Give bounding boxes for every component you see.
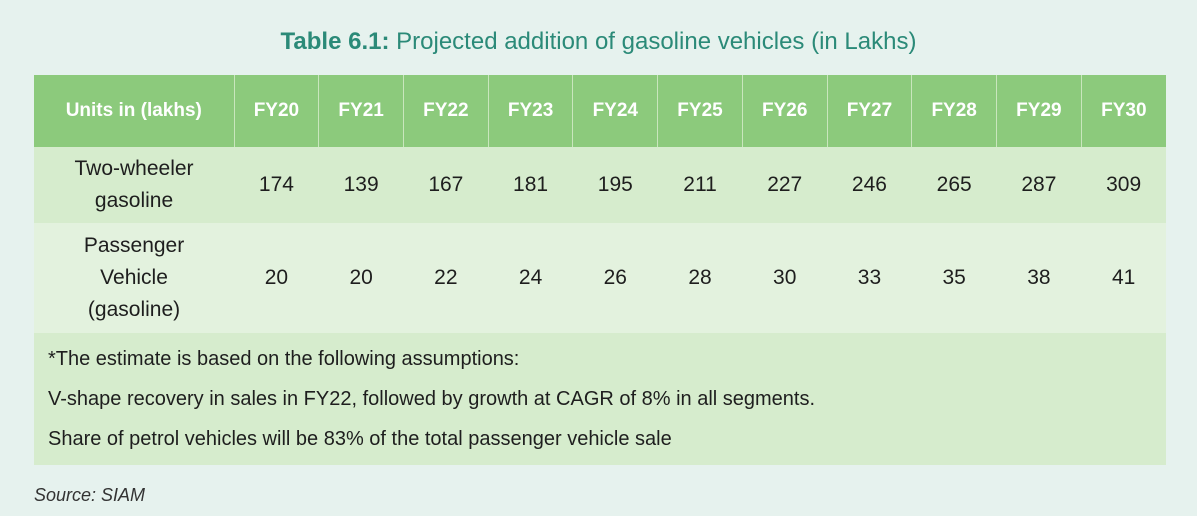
table-cell: 309 bbox=[1106, 173, 1142, 196]
header-cell: FY20 bbox=[234, 75, 320, 147]
table-cell: 227 bbox=[767, 173, 803, 196]
table-cell: 195 bbox=[597, 173, 633, 196]
header-cell: FY30 bbox=[1081, 75, 1166, 147]
table-cell: 174 bbox=[258, 173, 294, 196]
row-label-line: Vehicle bbox=[100, 266, 168, 289]
row-label-line: gasoline bbox=[94, 189, 174, 212]
table-cell: 41 bbox=[1111, 266, 1136, 289]
table-number: Table 6.1: bbox=[280, 28, 390, 55]
notes-row: *The estimate is based on the following … bbox=[34, 333, 1166, 465]
header-cell: FY28 bbox=[911, 75, 998, 147]
table-cell: 28 bbox=[688, 266, 712, 289]
table-row: Two-wheeler gasoline 174 139 167 181 195… bbox=[34, 147, 1166, 223]
header-cell: FY21 bbox=[318, 75, 404, 147]
table-cell: 24 bbox=[518, 266, 543, 289]
header-cell: FY22 bbox=[403, 75, 489, 147]
projection-table: Units in (lakhs) FY20 FY21 FY22 FY23 FY2… bbox=[34, 75, 1166, 465]
header-cell: FY29 bbox=[996, 75, 1082, 147]
row-label-line: Passenger bbox=[83, 234, 185, 257]
header-cell: FY23 bbox=[488, 75, 574, 147]
header-cell: FY26 bbox=[742, 75, 828, 147]
table-cell: 26 bbox=[603, 266, 627, 289]
table-cell: 139 bbox=[343, 173, 379, 196]
table-cell: 167 bbox=[428, 173, 464, 196]
table-cell: 181 bbox=[513, 173, 549, 196]
row-label: Two-wheeler gasoline bbox=[34, 147, 234, 223]
table-cell: 30 bbox=[773, 266, 797, 289]
table-cell: 246 bbox=[851, 173, 887, 196]
table-cell: 35 bbox=[942, 266, 966, 289]
table-caption: Projected addition of gasoline vehicles … bbox=[389, 28, 917, 55]
header-cell: FY24 bbox=[572, 75, 659, 147]
table-cell: 20 bbox=[264, 266, 289, 289]
source-note: Source: SIAM bbox=[34, 485, 146, 505]
table-cell: 20 bbox=[349, 266, 373, 289]
table-cell: 33 bbox=[857, 266, 882, 289]
table-cell: 211 bbox=[683, 173, 717, 196]
header-cell: Units in (lakhs) bbox=[34, 75, 235, 147]
note-line: *The estimate is based on the following … bbox=[48, 348, 520, 370]
table-title: Table 6.1: Projected addition of gasolin… bbox=[0, 28, 1197, 56]
table-cell: 22 bbox=[434, 266, 458, 289]
table-cell: 265 bbox=[936, 173, 972, 196]
table-cell: 287 bbox=[1021, 173, 1057, 196]
note-line: Share of petrol vehicles will be 83% of … bbox=[48, 428, 672, 450]
note-line: V-shape recovery in sales in FY22, follo… bbox=[48, 388, 816, 410]
header-cell: FY27 bbox=[827, 75, 913, 147]
row-label: Passenger Vehicle (gasoline) bbox=[34, 223, 234, 333]
table-row: Passenger Vehicle (gasoline) 20 20 22 24… bbox=[34, 223, 1166, 333]
row-label-line: (gasoline) bbox=[87, 298, 181, 321]
table-cell: 38 bbox=[1027, 266, 1051, 289]
notes-cell: *The estimate is based on the following … bbox=[34, 333, 1166, 465]
header-row: Units in (lakhs) FY20 FY21 FY22 FY23 FY2… bbox=[34, 75, 1166, 147]
row-label-line: Two-wheeler bbox=[74, 157, 194, 180]
header-cell: FY25 bbox=[657, 75, 743, 147]
